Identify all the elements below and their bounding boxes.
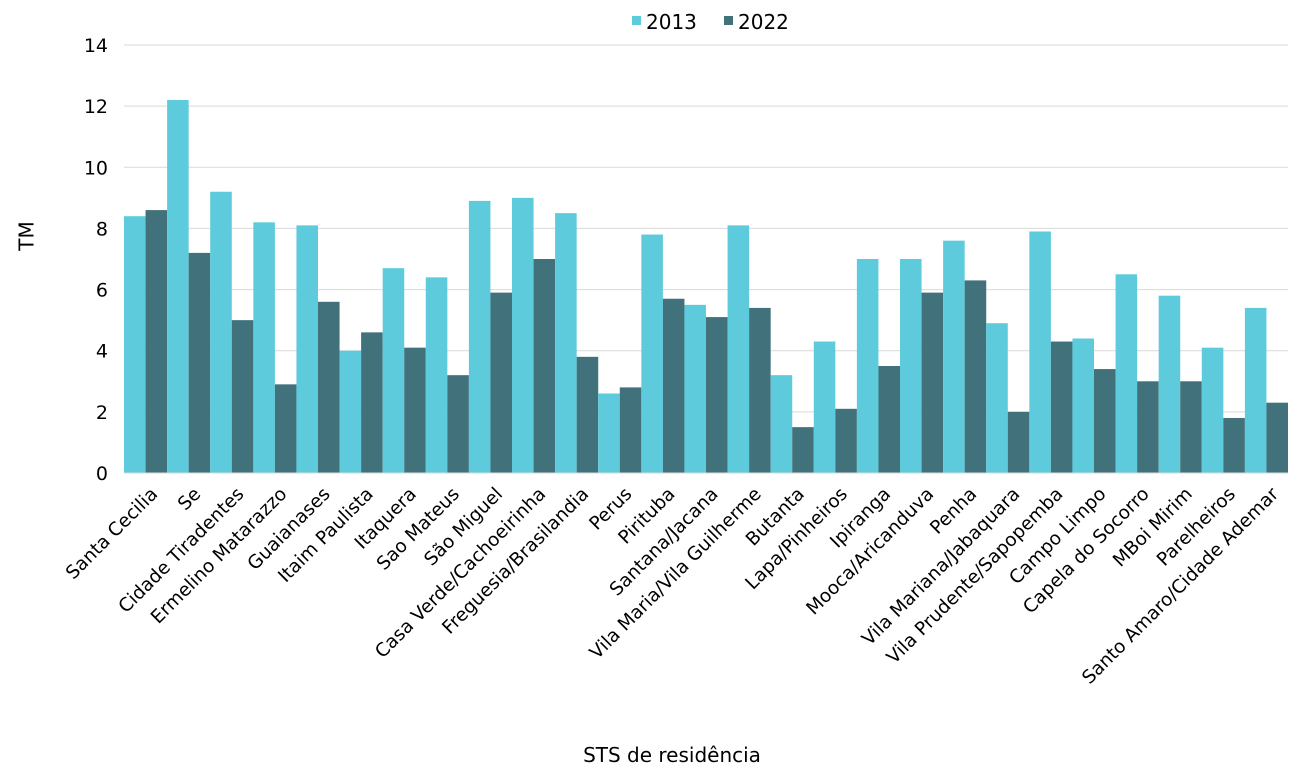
y-tick-label: 14 [84, 35, 108, 57]
bar-2022 [964, 280, 987, 473]
bar-2013 [641, 234, 663, 473]
y-tick-label: 8 [96, 218, 108, 240]
bar-2022 [662, 298, 685, 473]
y-tick-label: 12 [84, 96, 108, 118]
bar-2022 [490, 292, 512, 473]
y-tick-label: 10 [84, 157, 108, 179]
bar-2022 [361, 332, 383, 473]
bar-2013 [1029, 231, 1051, 473]
legend-label: 2013 [646, 10, 697, 34]
y-axis-title: TM [15, 221, 39, 251]
y-axis-ticks: 0 2 4 6 8 10 12 14 [84, 35, 108, 485]
bar-2013 [1201, 347, 1224, 473]
bar-2013 [770, 375, 793, 473]
bar-2013 [253, 222, 275, 473]
bar-2022 [1266, 402, 1288, 473]
bar-2022 [749, 307, 771, 473]
x-tick-label: Se [174, 484, 205, 515]
y-tick-label: 2 [96, 402, 108, 424]
bar-2013 [124, 216, 146, 473]
bar-2022 [1137, 381, 1159, 473]
bar-2022 [619, 387, 642, 473]
bar-2013 [684, 304, 706, 473]
legend-label: 2022 [738, 10, 789, 34]
bar-2022 [1094, 369, 1116, 473]
y-tick-label: 4 [96, 341, 108, 363]
bar-2022 [706, 317, 728, 473]
bar-2013 [512, 197, 534, 474]
bar-2013 [1244, 307, 1267, 473]
bar-2022 [835, 408, 857, 473]
bar-2022 [274, 384, 297, 473]
bar-2013 [382, 268, 405, 473]
bar-2013 [425, 277, 448, 473]
bar-2022 [533, 259, 556, 473]
bar-2013 [598, 393, 620, 473]
bar-2022 [878, 366, 900, 473]
legend-swatch-2022 [724, 16, 733, 25]
bar-2013 [986, 323, 1008, 473]
bar-2013 [856, 259, 879, 473]
bar-2013 [468, 200, 491, 473]
bar-2022 [1007, 411, 1030, 473]
bar-2013 [555, 213, 577, 473]
bar-2022 [231, 320, 254, 473]
bar-2022 [1180, 381, 1202, 473]
y-tick-label: 6 [96, 280, 108, 302]
bar-2022 [145, 210, 168, 473]
bar-2022 [576, 356, 599, 473]
bar-2013 [1115, 274, 1138, 473]
x-axis-title: STS de residência [583, 743, 761, 767]
bar-2022 [1050, 341, 1073, 473]
legend-swatch-2013 [632, 16, 641, 25]
bar-2013 [167, 100, 189, 473]
bar-2013 [1072, 338, 1094, 473]
bar-2022 [1223, 417, 1245, 473]
bar-2022 [792, 427, 814, 473]
y-tick-label: 0 [96, 463, 108, 485]
bar-2022 [318, 301, 340, 473]
bar-2022 [188, 252, 211, 473]
bar-2013 [296, 225, 318, 473]
bar-2022 [921, 292, 944, 473]
bar-2013 [210, 191, 232, 474]
bars [124, 100, 1288, 474]
bar-2013 [900, 259, 922, 473]
bar-2013 [727, 225, 750, 473]
legend: 2013 2022 [632, 10, 789, 34]
bar-2022 [447, 375, 469, 473]
bar-2022 [404, 347, 426, 473]
bar-2013 [943, 240, 965, 473]
bar-2013 [339, 350, 362, 473]
bar-2013 [1158, 295, 1181, 473]
bar-2013 [813, 341, 836, 473]
